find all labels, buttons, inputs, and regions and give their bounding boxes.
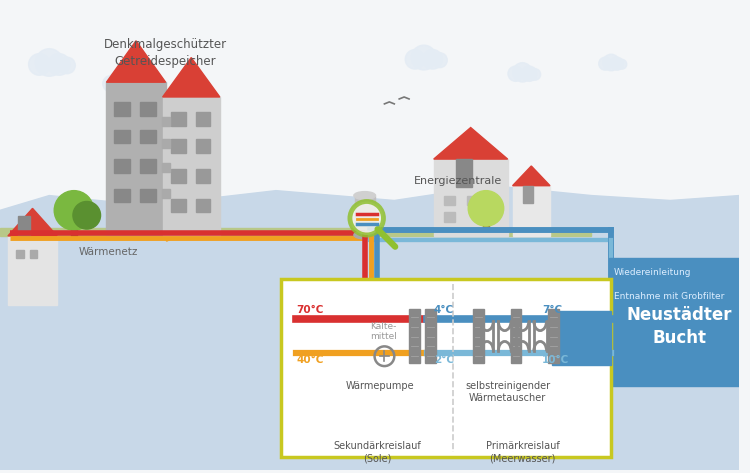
Circle shape	[125, 78, 138, 91]
Bar	[71, 218, 77, 236]
Circle shape	[529, 69, 541, 80]
Text: Entnahme mit Grobfilter: Entnahme mit Grobfilter	[614, 292, 724, 301]
Bar	[355, 195, 374, 235]
Text: Energiezentrale: Energiezentrale	[414, 175, 503, 186]
Bar	[433, 159, 508, 236]
Text: Wärmepumpe: Wärmepumpe	[345, 381, 414, 391]
Bar	[140, 159, 156, 173]
Polygon shape	[512, 166, 550, 186]
Text: 2°C: 2°C	[433, 355, 454, 365]
Bar	[140, 130, 156, 143]
Bar	[483, 215, 489, 230]
Bar	[162, 189, 170, 198]
Text: Neustädter
Bucht: Neustädter Bucht	[626, 306, 732, 348]
Text: Wiedereinleitung: Wiedereinleitung	[614, 268, 692, 277]
Circle shape	[350, 201, 383, 235]
Bar	[511, 309, 521, 363]
Bar	[609, 258, 740, 386]
Circle shape	[54, 191, 94, 230]
Text: Primärkreislauf
(Meerwasser): Primärkreislauf (Meerwasser)	[485, 441, 560, 464]
Bar	[512, 186, 550, 236]
Bar	[170, 112, 186, 125]
Bar	[8, 236, 57, 305]
Bar	[196, 199, 210, 212]
Polygon shape	[8, 209, 57, 236]
Text: 4°C: 4°C	[433, 305, 454, 315]
Polygon shape	[433, 128, 508, 159]
Bar	[170, 169, 186, 183]
Text: Denkmalgeschützter
Getreidespeicher: Denkmalgeschützter Getreidespeicher	[104, 38, 227, 68]
Bar	[424, 309, 436, 363]
Circle shape	[610, 57, 623, 70]
Circle shape	[513, 63, 532, 82]
Circle shape	[73, 201, 100, 229]
Circle shape	[598, 57, 612, 70]
Bar	[16, 250, 24, 258]
Text: 70°C: 70°C	[297, 305, 324, 315]
Text: Sekundärkreislauf
(Sole): Sekundärkreislauf (Sole)	[333, 441, 421, 464]
Text: 10°C: 10°C	[542, 355, 569, 365]
Circle shape	[508, 66, 523, 81]
Bar	[162, 163, 170, 172]
Circle shape	[405, 50, 424, 69]
Bar	[196, 112, 210, 125]
Bar	[473, 309, 484, 363]
Circle shape	[522, 66, 537, 81]
Text: Kälte-
mittel: Kälte- mittel	[370, 322, 397, 342]
Bar	[409, 309, 420, 363]
Bar	[443, 212, 455, 222]
Circle shape	[35, 49, 63, 76]
Ellipse shape	[354, 231, 376, 239]
Bar	[162, 117, 170, 125]
Circle shape	[103, 76, 119, 92]
Polygon shape	[106, 41, 166, 82]
Bar	[114, 159, 130, 173]
Circle shape	[48, 53, 70, 75]
Bar	[140, 189, 156, 202]
Ellipse shape	[354, 192, 376, 200]
Bar	[196, 140, 210, 153]
Bar	[443, 195, 455, 205]
Bar	[18, 216, 29, 236]
Bar	[114, 189, 130, 202]
Bar	[114, 130, 130, 143]
Bar	[160, 107, 172, 236]
Bar	[552, 311, 611, 365]
Text: 40°C: 40°C	[297, 355, 324, 365]
Text: 7°C: 7°C	[542, 305, 562, 315]
Bar	[170, 199, 186, 212]
Bar	[457, 159, 472, 187]
Circle shape	[118, 76, 134, 92]
Bar	[114, 102, 130, 116]
Bar	[170, 140, 186, 153]
Circle shape	[28, 53, 50, 75]
Bar	[548, 309, 559, 363]
Bar	[524, 186, 533, 203]
Circle shape	[58, 57, 75, 74]
FancyBboxPatch shape	[281, 280, 611, 457]
Text: Wärmenetz: Wärmenetz	[79, 247, 138, 257]
Bar	[467, 195, 479, 205]
Polygon shape	[163, 58, 220, 97]
Circle shape	[468, 191, 504, 226]
Bar	[0, 228, 592, 236]
Bar	[196, 169, 210, 183]
Circle shape	[108, 72, 129, 93]
Bar	[162, 140, 170, 148]
Circle shape	[603, 54, 619, 71]
Text: selbstreinigender
Wärmetauscher: selbstreinigender Wärmetauscher	[465, 381, 550, 403]
Circle shape	[423, 50, 442, 69]
Circle shape	[616, 59, 627, 69]
Bar	[29, 250, 38, 258]
Circle shape	[412, 45, 436, 70]
Circle shape	[433, 53, 447, 68]
Polygon shape	[0, 186, 740, 470]
Bar	[106, 82, 166, 236]
Bar	[140, 102, 156, 116]
Bar	[163, 97, 220, 236]
